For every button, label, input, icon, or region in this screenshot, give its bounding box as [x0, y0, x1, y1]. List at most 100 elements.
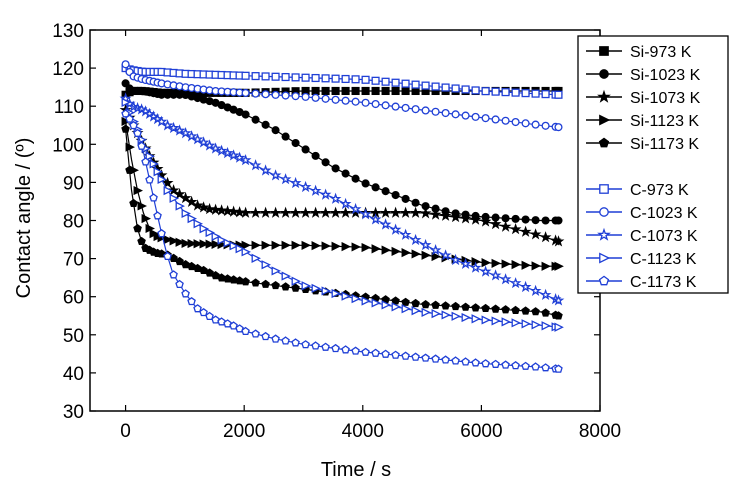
data-point	[175, 279, 184, 289]
legend-label: C-1023 K	[630, 205, 698, 222]
data-point	[321, 94, 330, 103]
legend-label: C-1123 K	[630, 251, 697, 268]
data-point	[381, 300, 391, 310]
data-point	[241, 247, 251, 257]
data-point	[459, 257, 472, 270]
data-point	[439, 249, 452, 261]
data-point	[521, 215, 530, 224]
data-point	[511, 360, 520, 370]
legend-item: Si-1073 K	[586, 89, 701, 107]
data-point	[211, 315, 220, 324]
data-point	[181, 289, 190, 298]
data-point	[391, 246, 401, 257]
data-point	[391, 302, 401, 312]
data-point	[379, 206, 392, 218]
data-point	[531, 120, 540, 129]
data-point	[381, 245, 391, 255]
data-point	[271, 240, 281, 250]
data-point	[511, 259, 521, 270]
data-point	[271, 90, 280, 99]
data-point	[301, 145, 310, 154]
data-point	[391, 78, 400, 87]
data-point	[421, 299, 430, 309]
data-point	[539, 231, 552, 243]
data-point	[401, 248, 411, 258]
data-point	[179, 191, 192, 204]
data-point	[169, 236, 179, 246]
data-point	[261, 72, 270, 81]
data-point	[441, 301, 450, 310]
data-point	[361, 86, 370, 96]
data-point	[381, 187, 390, 196]
data-point	[554, 123, 563, 132]
data-point	[289, 206, 302, 218]
data-point	[281, 271, 291, 281]
data-point	[399, 206, 412, 218]
data-point	[449, 210, 462, 223]
data-point	[181, 238, 191, 249]
data-point	[481, 359, 490, 368]
data-point	[411, 105, 420, 114]
data-point	[319, 206, 332, 218]
y-tick-label: 50	[63, 326, 84, 347]
data-point	[461, 111, 470, 120]
legend-marker	[599, 252, 611, 264]
data-point	[531, 362, 540, 371]
data-point	[501, 305, 510, 314]
data-point	[541, 363, 550, 372]
data-point	[319, 188, 332, 200]
data-point	[169, 270, 178, 279]
data-point	[227, 205, 240, 217]
data-point	[341, 345, 350, 354]
data-point	[281, 72, 290, 82]
data-point	[153, 211, 162, 220]
data-point	[409, 206, 422, 218]
data-point	[541, 308, 550, 317]
data-point	[419, 238, 432, 251]
data-point	[481, 87, 490, 96]
data-point	[261, 240, 271, 250]
data-point	[291, 92, 300, 101]
data-point	[137, 201, 147, 211]
data-point	[499, 273, 512, 285]
data-point	[251, 89, 260, 98]
data-point	[489, 269, 502, 281]
data-point	[531, 216, 540, 225]
data-point	[321, 74, 330, 83]
data-point	[185, 130, 198, 142]
data-point	[509, 223, 522, 235]
data-point	[421, 81, 430, 90]
data-point	[145, 175, 154, 184]
data-point	[421, 106, 430, 115]
data-point	[241, 110, 250, 119]
data-point	[291, 276, 301, 286]
data-point	[193, 239, 203, 249]
series-si-1173-k	[121, 124, 563, 320]
y-tick-label: 90	[63, 173, 84, 194]
data-point	[331, 288, 341, 299]
data-point	[241, 88, 250, 98]
data-point	[491, 316, 501, 326]
data-point	[235, 276, 244, 285]
legend-label: C-973 K	[630, 182, 689, 199]
data-point	[311, 86, 320, 96]
data-point	[381, 349, 390, 358]
data-point	[449, 253, 462, 266]
legend-item: C-1023 K	[586, 205, 698, 222]
y-tick-label: 120	[52, 59, 84, 80]
data-point	[331, 241, 341, 251]
data-point	[281, 132, 290, 141]
data-point	[223, 238, 233, 248]
data-point	[459, 212, 472, 224]
series-c-1073-k	[119, 92, 565, 306]
data-point	[137, 236, 146, 246]
data-point	[261, 120, 270, 129]
data-point	[241, 71, 250, 80]
data-point	[121, 109, 130, 118]
data-point	[181, 208, 191, 219]
legend-marker	[599, 46, 609, 56]
legend-label: Si-973 K	[630, 44, 692, 61]
data-point	[121, 116, 131, 127]
data-point	[223, 274, 232, 283]
data-point	[199, 224, 209, 234]
